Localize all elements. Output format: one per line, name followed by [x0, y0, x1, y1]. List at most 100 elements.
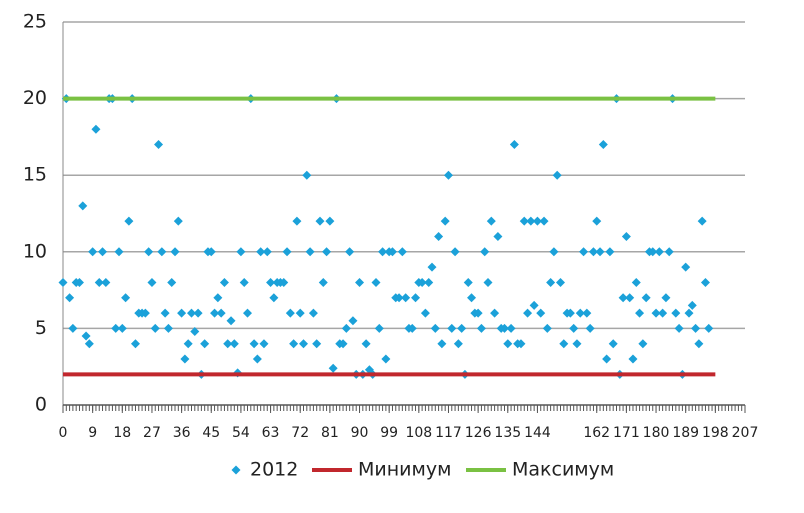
point [387, 247, 397, 257]
point [401, 293, 411, 303]
point [595, 247, 605, 257]
point [618, 293, 628, 303]
point [552, 170, 562, 180]
point [292, 216, 302, 226]
point [658, 308, 668, 318]
y-tick-label: 5 [35, 317, 47, 339]
point [338, 339, 348, 349]
point [348, 316, 358, 326]
point [598, 140, 608, 150]
point [648, 247, 658, 257]
point [154, 140, 164, 150]
point [437, 339, 447, 349]
point [124, 216, 134, 226]
point [651, 308, 661, 318]
x-tick-label: 117 [435, 425, 462, 441]
point [602, 354, 612, 364]
point [621, 231, 631, 241]
point [407, 323, 417, 333]
point [523, 308, 533, 318]
point [279, 277, 289, 287]
point [447, 323, 457, 333]
y-tick-label: 20 [23, 87, 47, 109]
point [579, 247, 589, 257]
point [111, 323, 121, 333]
point [58, 277, 68, 287]
point [526, 216, 536, 226]
point [74, 277, 84, 287]
point [302, 170, 312, 180]
point [565, 308, 575, 318]
point [219, 277, 229, 287]
point [453, 339, 463, 349]
point [661, 293, 671, 303]
point [559, 339, 569, 349]
point [114, 247, 124, 257]
x-tick-label: 189 [672, 425, 699, 441]
point [641, 293, 651, 303]
point [312, 339, 322, 349]
x-tick-label: 108 [405, 425, 432, 441]
x-tick-label: 180 [643, 425, 670, 441]
y-tick-label: 15 [23, 164, 47, 186]
point [539, 216, 549, 226]
point [654, 247, 664, 257]
point [206, 247, 216, 257]
x-tick-label: 144 [524, 425, 551, 441]
point [476, 323, 486, 333]
point [420, 308, 430, 318]
x-tick-label: 207 [732, 425, 759, 441]
point [259, 339, 269, 349]
point [572, 339, 582, 349]
point [84, 339, 94, 349]
x-tick-label: 99 [380, 425, 398, 441]
y-tick-label: 0 [35, 394, 47, 416]
y-tick-label: 25 [23, 11, 47, 33]
point [549, 247, 559, 257]
point [239, 277, 249, 287]
legend-label: Минимум [358, 459, 451, 481]
point [691, 323, 701, 333]
point [483, 277, 493, 287]
point [681, 262, 691, 272]
point [371, 277, 381, 287]
point [285, 308, 295, 318]
point [582, 308, 592, 318]
point [440, 216, 450, 226]
point [163, 323, 173, 333]
point [305, 247, 315, 257]
point [355, 277, 365, 287]
legend-label: Максимум [512, 459, 614, 481]
point [704, 323, 714, 333]
x-tick-label: 27 [143, 425, 161, 441]
point [546, 277, 556, 287]
point [608, 339, 618, 349]
point [341, 323, 351, 333]
point [635, 308, 645, 318]
point [200, 339, 210, 349]
point [411, 293, 421, 303]
point [150, 323, 160, 333]
point [223, 339, 233, 349]
x-tick-label: 54 [232, 425, 250, 441]
point [256, 247, 266, 257]
y-tick-label: 10 [23, 240, 47, 262]
point [463, 277, 473, 287]
x-tick-label: 171 [613, 425, 640, 441]
point [147, 277, 157, 287]
point [249, 339, 259, 349]
point [177, 308, 187, 318]
point [193, 308, 203, 318]
point [374, 323, 384, 333]
x-tick-label: 90 [351, 425, 369, 441]
point [252, 354, 262, 364]
point [427, 262, 437, 272]
point [585, 323, 595, 333]
x-tick-label: 162 [583, 425, 610, 441]
point [328, 363, 338, 373]
point [625, 293, 635, 303]
point [687, 300, 697, 310]
point [318, 277, 328, 287]
legend-swatch [231, 465, 241, 475]
point [697, 216, 707, 226]
